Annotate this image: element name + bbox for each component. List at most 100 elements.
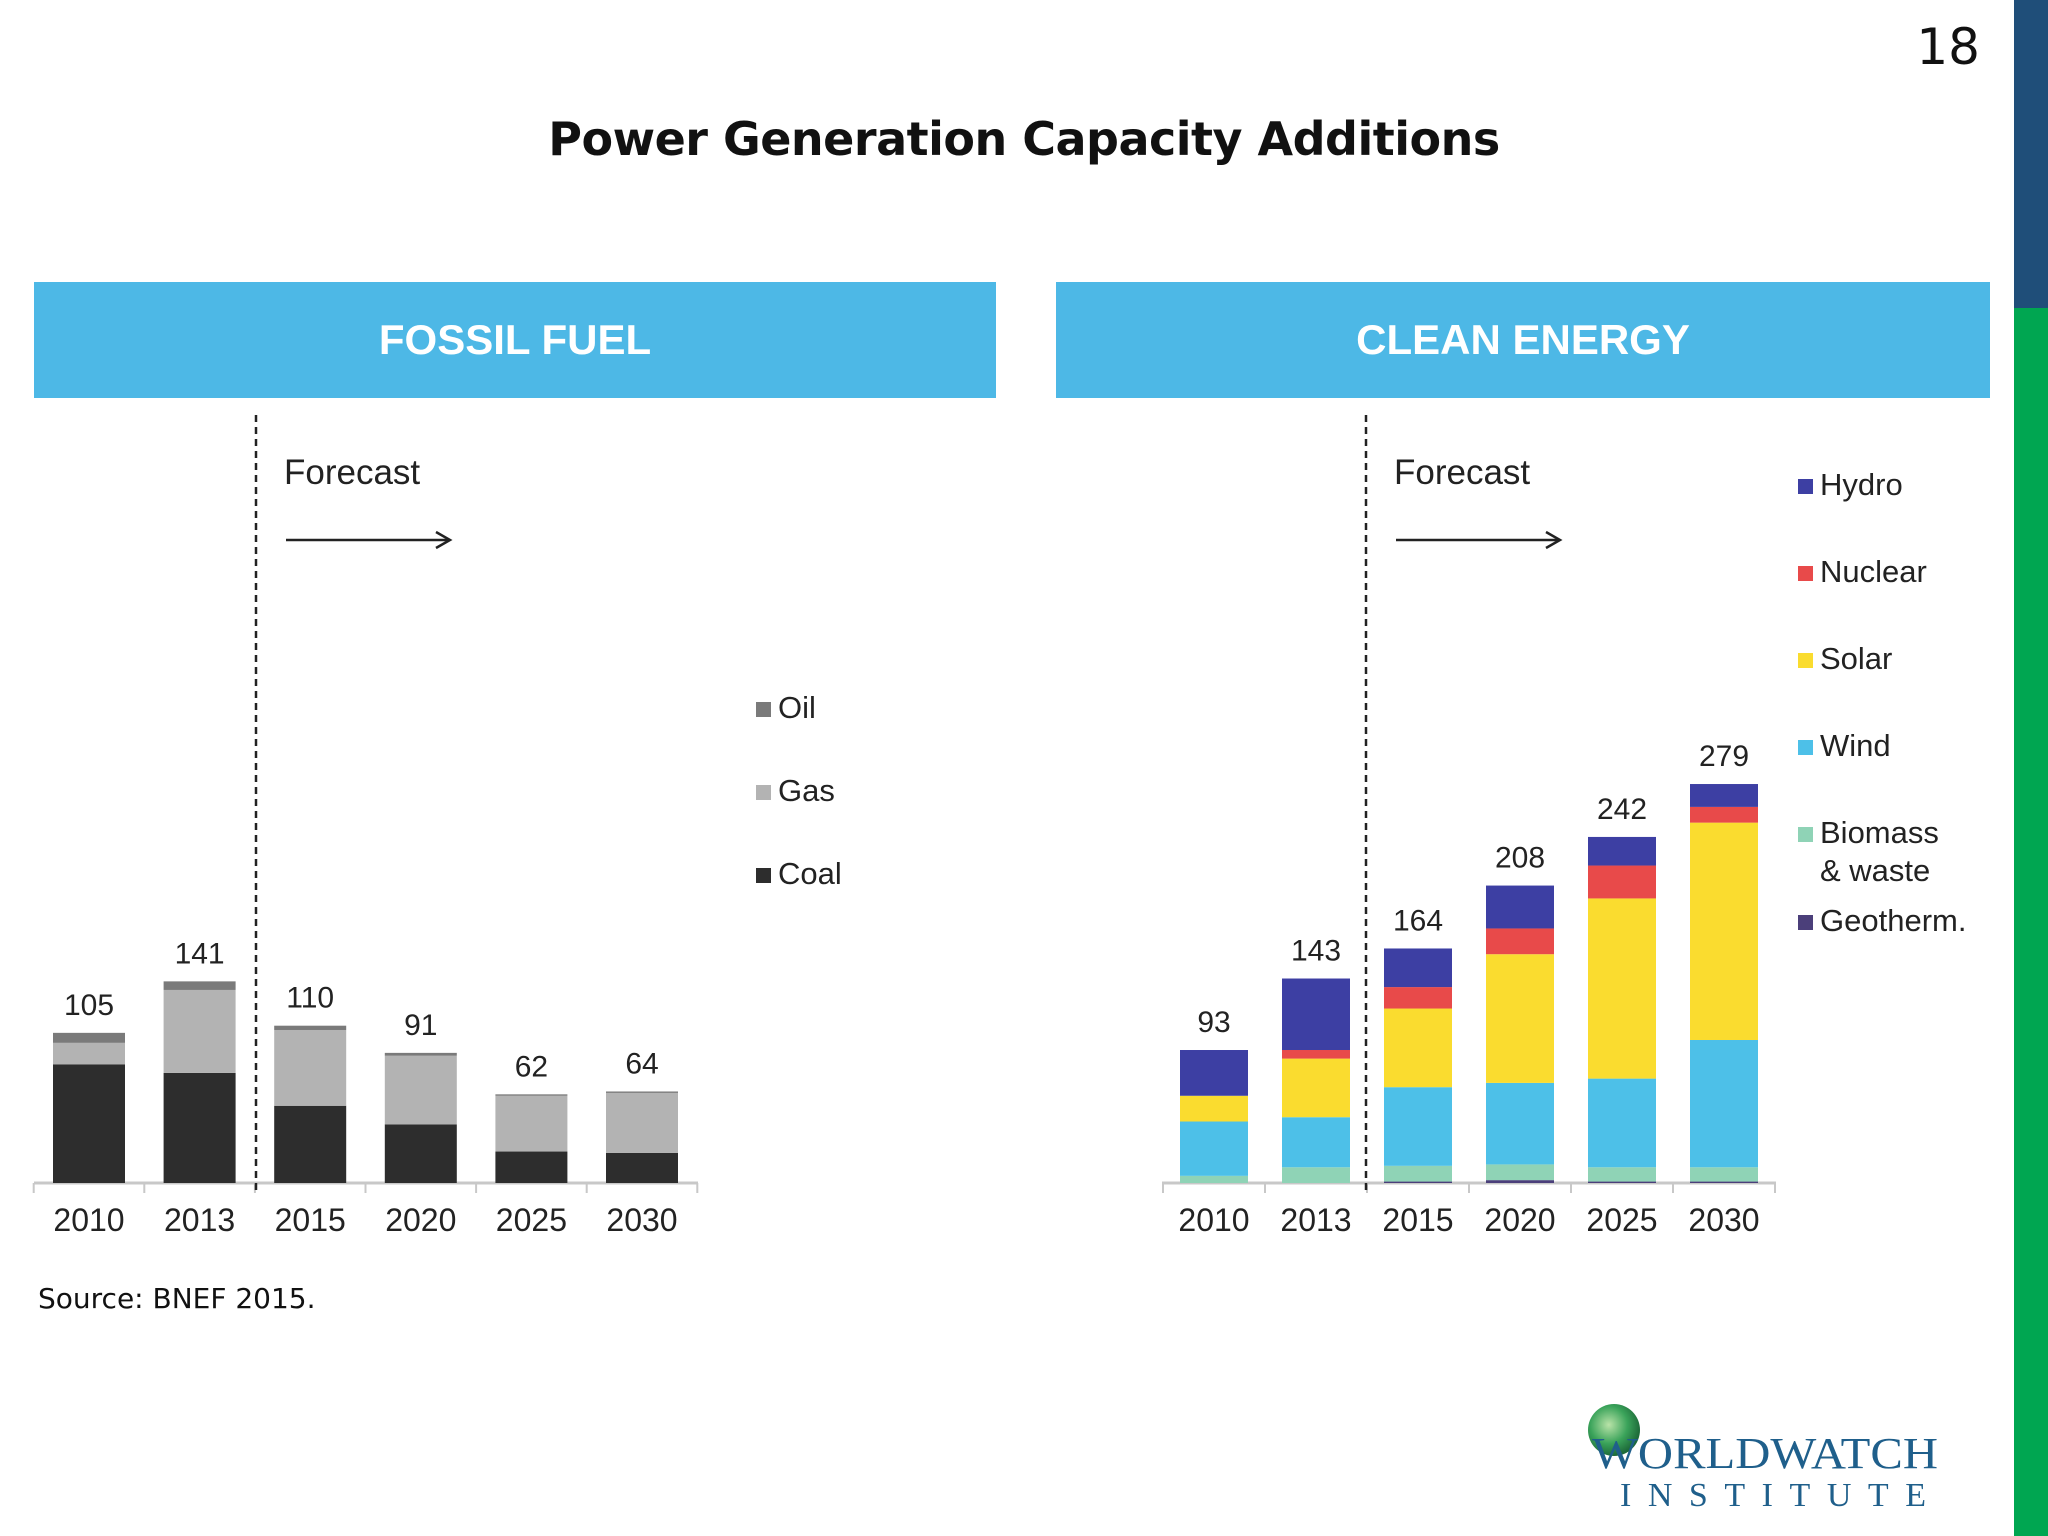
clean-legend-label-cont: & waste [1820,853,1930,888]
page-number: 18 [1916,18,1980,76]
clean-total-label: 242 [1597,793,1647,826]
fossil-bar-gas-2030 [606,1092,678,1153]
clean-x-tick-label: 2025 [1586,1202,1657,1238]
clean-legend-label: Wind [1820,728,1891,763]
clean-legend-swatch [1798,827,1813,842]
clean-bar-geotherm-2015 [1384,1181,1452,1183]
clean-bar-nuclear-2025 [1588,865,1656,899]
clean-bar-nuclear-2020 [1486,928,1554,955]
clean-bar-nuclear-2013 [1282,1050,1350,1059]
clean-bar-nuclear-2030 [1690,806,1758,823]
clean-bar-biomass-waste-2010 [1180,1175,1248,1183]
clean-bar-hydro-2010 [1180,1050,1248,1096]
clean-bar-hydro-2020 [1486,885,1554,929]
fossil-bar-oil-2010 [53,1032,125,1043]
clean-bar-geotherm-2025 [1588,1181,1656,1183]
clean-x-tick-label: 2030 [1688,1202,1759,1238]
fossil-forecast-label: Forecast [284,453,420,492]
clean-legend-label: Hydro [1820,467,1903,502]
fossil-total-label: 64 [625,1047,658,1080]
clean-legend-label: Geotherm. [1820,903,1966,938]
fossil-legend-swatch [756,868,771,883]
side-accent-strip [2014,0,2048,1536]
fossil-legend-swatch [756,785,771,800]
fossil-bar-gas-2013 [163,989,236,1073]
fossil-bar-oil-2030 [606,1091,678,1093]
clean-bar-biomass-waste-2020 [1486,1164,1554,1181]
clean-legend-label: Biomass [1820,815,1939,850]
clean-forecast-label: Forecast [1394,453,1530,492]
clean-forecast-arrowhead [1545,530,1563,550]
clean-bar-biomass-waste-2013 [1282,1167,1350,1183]
fossil-bar-coal-2010 [53,1064,125,1183]
strip-top [2014,0,2048,308]
clean-x-tick-label: 2013 [1280,1202,1351,1238]
clean-bar-solar-2020 [1486,954,1554,1083]
clean-bar-biomass-waste-2015 [1384,1165,1452,1182]
fossil-x-tick-label: 2013 [164,1202,235,1238]
clean-bar-biomass-waste-2025 [1588,1167,1656,1182]
fossil-legend-label: Oil [778,690,816,725]
fossil-bar-oil-2020 [384,1052,457,1056]
clean-x-tick-label: 2020 [1484,1202,1555,1238]
clean-bar-wind-2010 [1180,1121,1248,1176]
clean-bar-wind-2015 [1384,1087,1452,1166]
clean-bar-solar-2025 [1588,898,1656,1079]
logo-line-2: INSTITUTE [1620,1477,1926,1514]
clean-legend-swatch [1798,653,1813,668]
clean-bar-solar-2015 [1384,1008,1452,1088]
fossil-bar-gas-2015 [274,1029,347,1106]
clean-bar-solar-2010 [1180,1095,1248,1122]
fossil-legend-swatch [756,702,771,717]
fossil-total-label: 105 [64,989,114,1022]
clean-total-label: 164 [1393,904,1443,937]
fossil-x-tick-label: 2015 [275,1202,346,1238]
clean-x-tick-label: 2010 [1178,1202,1249,1238]
clean-legend-label: Nuclear [1820,554,1927,589]
fossil-bar-oil-2015 [274,1025,347,1030]
clean-total-label: 208 [1495,842,1545,875]
fossil-total-label: 91 [404,1009,437,1042]
fossil-total-label: 141 [175,937,225,970]
fossil-bar-gas-2010 [53,1042,125,1065]
clean-legend-swatch [1798,915,1813,930]
clean-bar-hydro-2013 [1282,978,1350,1051]
clean-total-label: 143 [1291,935,1341,968]
clean-legend-swatch [1798,566,1813,581]
fossil-bar-gas-2020 [384,1055,457,1125]
fossil-forecast-arrowhead [435,530,453,550]
fossil-legend-label: Coal [778,856,842,891]
clean-bar-geotherm-2020 [1486,1180,1554,1183]
clean-bar-hydro-2030 [1690,784,1758,807]
strip-bottom [2014,308,2048,1536]
slide-title: Power Generation Capacity Additions [548,112,1500,166]
clean-bar-biomass-waste-2030 [1690,1167,1758,1182]
clean-bar-nuclear-2015 [1384,987,1452,1009]
fossil-bar-coal-2020 [384,1124,457,1183]
clean-bar-wind-2013 [1282,1117,1350,1168]
worldwatch-logo: WORLDWATCH INSTITUTE [1588,1404,1938,1514]
fossil-legend-label: Gas [778,773,835,808]
clean-legend-label: Solar [1820,641,1892,676]
clean-bar-solar-2030 [1690,822,1758,1040]
clean-energy-header: CLEAN ENERGY [1056,282,1990,398]
clean-x-tick-label: 2015 [1382,1202,1453,1238]
fossil-bar-oil-2013 [163,981,236,990]
fossil-bar-coal-2013 [163,1072,236,1183]
clean-total-label: 279 [1699,740,1749,773]
clean-bar-hydro-2025 [1588,836,1656,866]
fossil-x-tick-label: 2025 [496,1202,567,1238]
clean-bar-hydro-2015 [1384,948,1452,988]
clean-legend-swatch [1798,479,1813,494]
fossil-bar-oil-2025 [495,1094,568,1096]
fossil-total-label: 62 [515,1050,548,1083]
fossil-bar-coal-2030 [606,1152,678,1183]
clean-legend-swatch [1798,740,1813,755]
fossil-fuel-header: FOSSIL FUEL [34,282,996,398]
fossil-x-tick-label: 2020 [385,1202,456,1238]
fossil-total-label: 110 [286,982,334,1015]
clean-bar-wind-2020 [1486,1082,1554,1165]
source-note: Source: BNEF 2015. [38,1282,316,1315]
fossil-x-tick-label: 2030 [606,1202,677,1238]
